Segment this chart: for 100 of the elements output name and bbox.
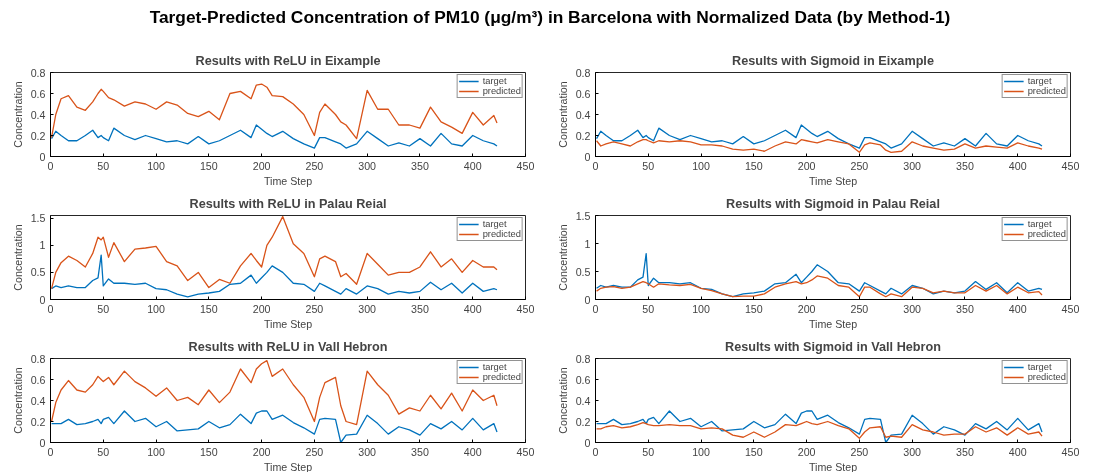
y-tick-label: 0.6 <box>30 87 46 100</box>
x-tick-label: 300 <box>903 302 922 315</box>
x-tick-label: 450 <box>516 159 535 172</box>
legend-label: target <box>482 219 507 229</box>
x-tick-label: 0 <box>592 302 599 315</box>
x-tick-label: 350 <box>411 159 429 172</box>
x-axis-title: Time Step <box>263 317 313 330</box>
x-tick-label: 50 <box>642 159 655 172</box>
legend-label: target <box>1027 219 1052 229</box>
y-tick-label: 0.8 <box>30 352 46 365</box>
y-axis-title: Concentration <box>556 367 569 434</box>
legend-label: target <box>482 362 507 372</box>
x-tick-label: 0 <box>47 159 54 172</box>
x-tick-label: 300 <box>903 159 922 172</box>
chart-title: Results with Sigmoid in Vall Hebron <box>725 339 941 354</box>
legend-label: predicted <box>482 86 521 96</box>
x-tick-label: 250 <box>305 445 324 458</box>
x-tick-label: 350 <box>956 159 974 172</box>
x-tick-label: 50 <box>642 302 655 315</box>
x-tick-label: 150 <box>744 159 763 172</box>
y-tick-label: 1.5 <box>575 209 591 222</box>
legend-label: target <box>482 76 507 86</box>
y-tick-label: 0.4 <box>575 108 591 121</box>
x-axis-title: Time Step <box>263 460 313 472</box>
x-tick-label: 250 <box>305 302 324 315</box>
y-tick-label: 0 <box>584 436 591 449</box>
x-tick-label: 100 <box>692 445 711 458</box>
x-tick-label: 250 <box>850 445 869 458</box>
x-tick-label: 150 <box>199 302 218 315</box>
x-tick-label: 400 <box>1008 159 1027 172</box>
x-tick-label: 350 <box>956 445 974 458</box>
x-tick-label: 300 <box>903 445 922 458</box>
x-tick-label: 450 <box>516 302 535 315</box>
y-tick-label: 0.4 <box>30 108 46 121</box>
x-tick-label: 150 <box>199 445 218 458</box>
legend-label: target <box>1027 362 1052 372</box>
x-tick-label: 450 <box>516 445 535 458</box>
x-tick-label: 300 <box>358 159 377 172</box>
x-tick-label: 50 <box>97 302 110 315</box>
x-tick-label: 50 <box>642 445 655 458</box>
y-tick-label: 1 <box>39 239 46 252</box>
x-tick-label: 0 <box>47 445 54 458</box>
legend-label: target <box>1027 76 1052 86</box>
x-tick-label: 450 <box>1061 445 1080 458</box>
x-tick-label: 200 <box>797 302 816 315</box>
y-tick-label: 0.8 <box>575 352 591 365</box>
chart-title: Results with ReLU in Vall Hebron <box>188 339 388 354</box>
x-tick-label: 150 <box>744 302 763 315</box>
y-axis-title: Concentration <box>11 81 24 148</box>
y-tick-label: 0.2 <box>575 415 591 428</box>
legend-label: predicted <box>482 229 521 239</box>
x-tick-label: 0 <box>592 159 599 172</box>
y-tick-label: 0.2 <box>575 129 591 142</box>
x-tick-label: 250 <box>850 159 869 172</box>
x-tick-label: 100 <box>147 302 166 315</box>
x-tick-label: 200 <box>252 302 271 315</box>
x-tick-label: 350 <box>411 302 429 315</box>
y-tick-label: 0.6 <box>575 373 591 386</box>
legend-label: predicted <box>482 372 521 382</box>
x-tick-label: 0 <box>47 302 54 315</box>
y-tick-label: 0.5 <box>30 266 46 279</box>
x-tick-label: 200 <box>252 159 271 172</box>
x-tick-label: 150 <box>199 159 218 172</box>
x-tick-label: 50 <box>97 159 110 172</box>
x-tick-label: 150 <box>744 445 763 458</box>
x-tick-label: 400 <box>463 445 482 458</box>
y-tick-label: 0.6 <box>30 373 46 386</box>
x-tick-label: 400 <box>1008 302 1027 315</box>
x-axis-title: Time Step <box>263 174 313 187</box>
x-tick-label: 300 <box>358 302 377 315</box>
y-tick-label: 0 <box>39 293 46 306</box>
y-tick-label: 1 <box>584 237 591 250</box>
x-tick-label: 100 <box>147 159 166 172</box>
x-tick-label: 100 <box>692 159 711 172</box>
text: Target-Predicted Concentration of PM10 (μg/m³) in Barcelona with Normalized Data (by Method-1) <box>148 6 952 29</box>
y-tick-label: 0.2 <box>30 129 46 142</box>
y-tick-label: 0.2 <box>30 415 46 428</box>
x-axis-title: Time Step <box>808 460 858 472</box>
legend-label: predicted <box>1027 86 1066 96</box>
x-tick-label: 300 <box>358 445 377 458</box>
x-tick-label: 450 <box>1061 302 1080 315</box>
y-tick-label: 0.8 <box>575 66 591 79</box>
y-tick-label: 0 <box>39 436 46 449</box>
x-axis-title: Time Step <box>808 174 858 187</box>
x-tick-label: 450 <box>1061 159 1080 172</box>
y-tick-label: 0.6 <box>575 87 591 100</box>
y-axis-title: Concentration <box>11 224 24 291</box>
y-tick-label: 0.4 <box>30 394 46 407</box>
y-axis-title: Concentration <box>556 81 569 148</box>
x-tick-label: 100 <box>147 445 166 458</box>
legend-label: predicted <box>1027 372 1066 382</box>
x-tick-label: 250 <box>305 159 324 172</box>
x-tick-label: 400 <box>463 159 482 172</box>
legend-label: predicted <box>1027 229 1066 239</box>
x-tick-label: 350 <box>411 445 429 458</box>
y-tick-label: 0.4 <box>575 394 591 407</box>
y-tick-label: 0 <box>584 150 591 163</box>
x-tick-label: 0 <box>592 445 599 458</box>
chart-title: Results with ReLU in Palau Reial <box>189 196 387 211</box>
x-tick-label: 400 <box>463 302 482 315</box>
